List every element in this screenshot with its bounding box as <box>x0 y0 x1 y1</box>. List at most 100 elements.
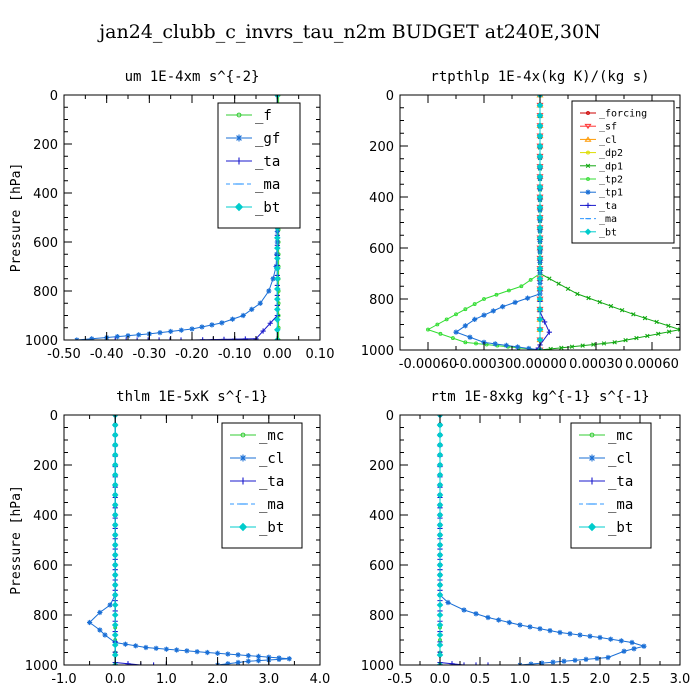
data-point <box>255 653 262 660</box>
data-point <box>221 336 227 340</box>
legend-entry: _mc <box>579 428 633 444</box>
data-point <box>621 648 627 654</box>
data-point <box>97 627 103 633</box>
data-point <box>618 638 624 644</box>
data-point <box>274 255 281 262</box>
y-tick-label: 200 <box>33 459 58 474</box>
data-point <box>426 327 430 332</box>
data-point <box>536 224 544 231</box>
data-point <box>163 646 169 652</box>
data-point <box>546 329 552 335</box>
data-point <box>286 656 292 662</box>
legend-marker <box>586 111 590 115</box>
data-point <box>608 303 614 309</box>
data-point <box>111 511 119 519</box>
x-tick-label: -1.0 <box>51 672 76 687</box>
data-point <box>436 441 444 449</box>
data-point <box>536 305 544 313</box>
legend-entry: _dp2 <box>580 148 623 159</box>
figure-title: jan24_clubb_c_invrs_tau_n2m BUDGET at240… <box>97 21 600 43</box>
plot-area <box>436 415 647 665</box>
data-point <box>605 654 611 661</box>
data-point <box>492 341 498 347</box>
data-point <box>572 657 578 663</box>
data-point <box>557 629 563 636</box>
y-tick-label: 800 <box>33 609 58 624</box>
data-point <box>111 611 119 619</box>
data-point <box>536 295 544 303</box>
x-tick-label: -0.20 <box>175 347 209 362</box>
data-point <box>586 295 591 301</box>
data-point <box>133 643 139 649</box>
data-point <box>528 661 534 665</box>
legend-marker <box>586 150 590 155</box>
legend: _f _gf _ta _ma _bt <box>217 102 301 229</box>
data-point <box>204 649 210 656</box>
y-tick-label: 0 <box>50 409 58 424</box>
data-point <box>536 265 544 272</box>
legend-label: _bt <box>599 227 617 238</box>
legend-entry: _f <box>226 108 272 124</box>
data-point <box>273 263 279 270</box>
y-tick-label: 800 <box>33 285 58 300</box>
data-point <box>482 297 486 301</box>
data-point <box>645 333 650 339</box>
legend-entry: _tp1 <box>580 188 623 199</box>
data-point <box>485 662 491 665</box>
y-tick-label: 600 <box>33 559 58 574</box>
x-tick-label: 0.5 <box>470 672 491 687</box>
series-tp1 <box>453 95 543 350</box>
data-point <box>580 343 585 348</box>
data-point <box>619 308 625 313</box>
data-point <box>157 330 163 336</box>
series-bt <box>436 415 444 665</box>
data-point <box>260 328 266 334</box>
data-point <box>274 326 281 334</box>
data-point <box>449 661 455 665</box>
data-point <box>274 244 281 252</box>
data-point <box>463 340 468 345</box>
data-point <box>548 346 553 350</box>
x-tick-label: 0.10 <box>306 347 335 362</box>
data-point <box>536 244 544 252</box>
plot-area <box>426 95 680 350</box>
legend-marker <box>240 432 246 438</box>
data-point <box>436 461 444 469</box>
data-point <box>524 295 531 301</box>
y-tick-label: 600 <box>369 242 394 257</box>
data-point <box>436 601 444 609</box>
data-point <box>474 341 478 346</box>
legend-label: _cl <box>599 135 617 146</box>
data-point <box>473 611 479 617</box>
legend-entry: _mc <box>230 428 284 444</box>
y-tick-label: 0 <box>50 89 58 104</box>
legend-entry: _dp1 <box>580 161 623 172</box>
series-line <box>426 95 541 350</box>
legend-marker <box>584 136 592 142</box>
data-point <box>642 315 648 321</box>
y-tick-label: 1000 <box>25 659 58 674</box>
data-point <box>111 421 119 429</box>
data-point <box>436 491 444 499</box>
data-point <box>536 152 544 160</box>
data-point <box>519 284 524 289</box>
data-point <box>494 292 499 297</box>
legend-label: _mc <box>259 428 284 444</box>
x-tick-label: 0.00000 <box>513 357 567 372</box>
data-point <box>194 649 200 655</box>
series-line <box>454 95 541 350</box>
legend-entry: _ta <box>230 474 284 490</box>
data-point <box>666 323 671 328</box>
data-point <box>436 531 444 539</box>
legend-marker <box>587 522 597 532</box>
data-point <box>111 451 119 459</box>
data-point <box>517 622 523 628</box>
data-point <box>481 312 487 318</box>
x-tick-label: 3.0 <box>258 672 279 687</box>
data-point <box>559 345 564 350</box>
data-point <box>112 337 118 340</box>
data-point <box>629 639 635 646</box>
data-point <box>536 173 544 180</box>
legend-entry: _tp2 <box>580 175 623 186</box>
legend-label: _ma <box>608 497 633 513</box>
